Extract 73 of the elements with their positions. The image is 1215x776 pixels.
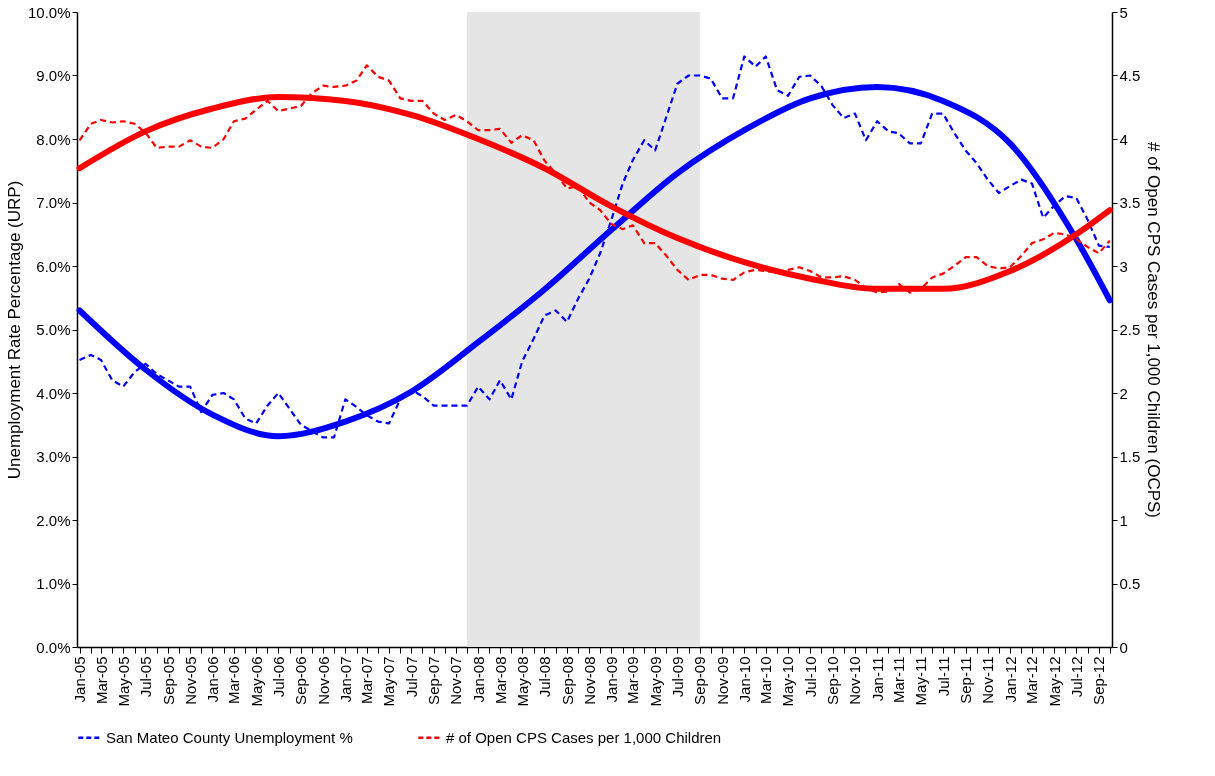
x-tick-label: Sep-05: [159, 656, 177, 705]
y-tick-label: 7.0%: [36, 194, 71, 211]
x-tick-label: Mar-08: [491, 656, 509, 705]
y2-tick-label: 2: [1119, 384, 1128, 402]
y-tick-label: 5.0%: [36, 321, 71, 338]
x-tick-label: Jul-07: [402, 656, 420, 698]
y-tick-label: 6.0%: [36, 257, 71, 275]
x-tick-label: May-11: [912, 656, 930, 706]
x-tick-label: Sep-07: [425, 656, 443, 705]
x-tick-label: Sep-11: [957, 656, 975, 704]
y-tick-label: 9.0%: [36, 67, 71, 84]
y2-tick-label: 1.5: [1119, 448, 1141, 465]
x-tick-label: Jul-12: [1067, 656, 1085, 698]
x-tick-label: Jan-05: [71, 656, 89, 703]
x-tick-label: Jul-11: [934, 656, 952, 697]
x-tick-label: Jan-11: [868, 656, 886, 702]
x-tick-label: Nov-06: [314, 656, 332, 705]
y-tick-label: 8.0%: [36, 130, 71, 148]
y-tick-label: 10.0%: [27, 3, 71, 21]
x-tick-label: Jul-09: [668, 656, 686, 698]
x-tick-label: Mar-07: [358, 656, 376, 705]
y2-axis-title: # of Open CPS Cases per 1,000 Children (OCPS): [1144, 141, 1164, 519]
x-tick-label: Mar-05: [92, 656, 110, 705]
y-tick-label: 1.0%: [36, 575, 71, 592]
x-tick-label: Jul-08: [535, 656, 553, 698]
x-tick-label: Sep-09: [691, 656, 709, 705]
y2-tick-label: 4.5: [1119, 67, 1141, 84]
x-tick-label: Sep-08: [558, 656, 576, 705]
x-tick-label: Jan-06: [203, 656, 221, 703]
x-tick-label: Nov-08: [580, 656, 598, 705]
x-tick-label: May-10: [779, 656, 797, 707]
x-tick-label: Sep-06: [292, 656, 310, 705]
x-tick-label: Mar-12: [1023, 656, 1041, 705]
y2-tick-label: 5: [1119, 3, 1128, 21]
x-tick-label: Sep-12: [1090, 656, 1108, 705]
x-tick-label: Mar-11: [890, 656, 908, 703]
x-tick-label: Jan-08: [469, 656, 487, 703]
x-tick-label: May-08: [513, 656, 531, 707]
y-tick-label: 2.0%: [36, 511, 71, 529]
y-axis-title: Unemployment Rate Percentage (URP): [4, 180, 24, 480]
x-tick-label: Mar-06: [225, 656, 243, 705]
y2-tick-label: 0.5: [1119, 575, 1141, 592]
x-tick-label: Jul-05: [136, 656, 154, 698]
x-tick-label: May-06: [247, 656, 265, 707]
y2-tick-label: 3.5: [1119, 194, 1141, 211]
x-tick-label: Nov-11: [979, 656, 997, 704]
x-tick-label: Nov-07: [447, 656, 465, 705]
x-tick-label: Jul-06: [269, 656, 287, 698]
legend-label: San Mateo County Unemployment %: [106, 728, 353, 746]
x-tick-label: May-05: [114, 656, 132, 707]
x-tick-label: Nov-05: [181, 656, 199, 705]
x-tick-label: Jan-07: [336, 656, 354, 703]
y2-tick-label: 1: [1119, 511, 1128, 529]
x-tick-label: May-07: [380, 656, 398, 707]
legend-label: # of Open CPS Cases per 1,000 Children: [446, 728, 722, 746]
y2-tick-label: 3: [1119, 257, 1128, 275]
x-tick-label: Jan-12: [1001, 656, 1019, 703]
x-tick-label: Mar-09: [624, 656, 642, 705]
x-tick-label: Sep-10: [824, 656, 842, 705]
x-tick-label: May-09: [646, 656, 664, 707]
x-tick-label: Jan-09: [602, 656, 620, 703]
y-tick-label: 4.0%: [36, 384, 71, 402]
y2-tick-label: 2.5: [1119, 321, 1141, 338]
y-tick-label: 0.0%: [36, 638, 71, 656]
y2-tick-label: 4: [1119, 130, 1128, 148]
x-tick-label: Jul-10: [801, 656, 819, 698]
x-tick-label: Mar-10: [757, 656, 775, 705]
x-tick-label: May-12: [1045, 656, 1063, 707]
y-tick-label: 3.0%: [36, 448, 71, 465]
x-tick-label: Jan-10: [735, 656, 753, 703]
y2-tick-label: 0: [1119, 638, 1128, 656]
x-tick-label: Nov-10: [846, 656, 864, 705]
x-tick-label: Nov-09: [713, 656, 731, 705]
